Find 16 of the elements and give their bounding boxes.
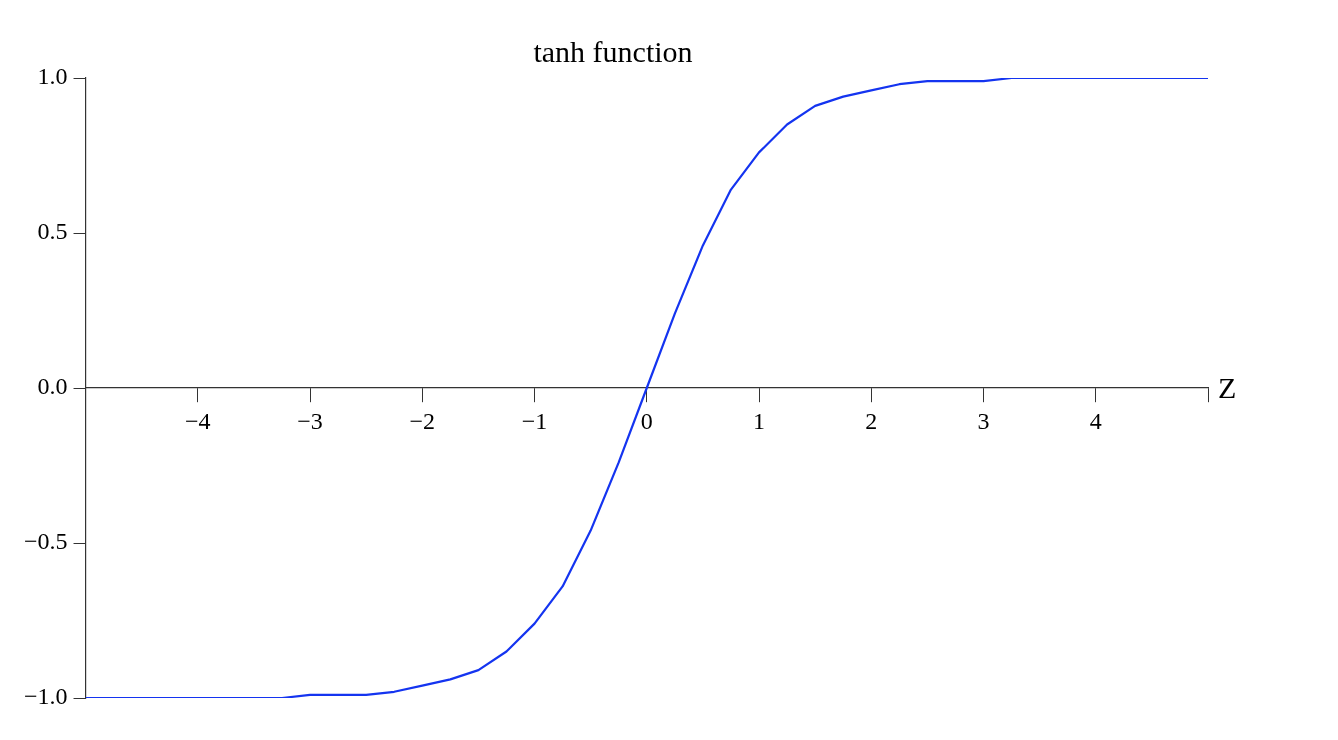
- y-tick-label: 0.0: [37, 373, 68, 400]
- x-tick-label: 3: [977, 407, 990, 434]
- x-tick-label: 4: [1089, 407, 1102, 434]
- y-tick-label: −0.5: [23, 528, 68, 555]
- y-tick-label: −1.0: [23, 683, 68, 710]
- chart-title: tanh function: [533, 34, 693, 68]
- x-tick-label: 2: [865, 407, 878, 434]
- x-axis-title: Z: [1218, 370, 1237, 404]
- x-tick-label: −3: [297, 407, 323, 434]
- x-tick-label: −1: [521, 407, 548, 434]
- x-tick-label: −4: [185, 407, 211, 434]
- x-tick-label: −2: [409, 407, 436, 434]
- y-tick-label: 0.5: [37, 218, 68, 245]
- y-tick-label: 1.0: [37, 63, 68, 90]
- x-tick-label: 1: [753, 407, 766, 434]
- x-tick-label: 0: [640, 407, 653, 434]
